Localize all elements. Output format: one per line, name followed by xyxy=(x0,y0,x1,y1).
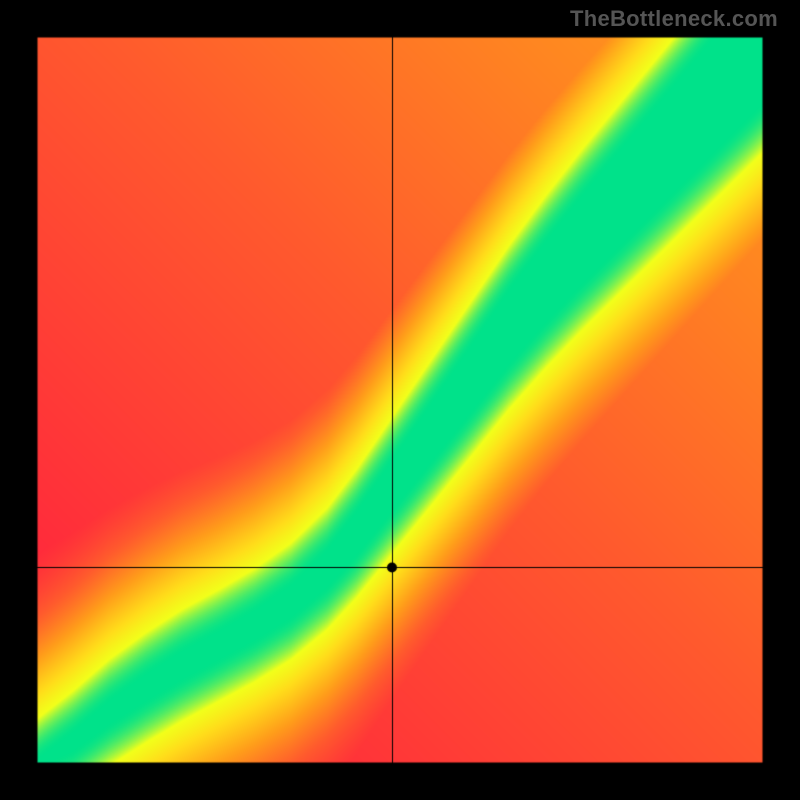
heatmap-canvas xyxy=(0,0,800,800)
watermark-text: TheBottleneck.com xyxy=(570,6,778,32)
chart-container: TheBottleneck.com xyxy=(0,0,800,800)
